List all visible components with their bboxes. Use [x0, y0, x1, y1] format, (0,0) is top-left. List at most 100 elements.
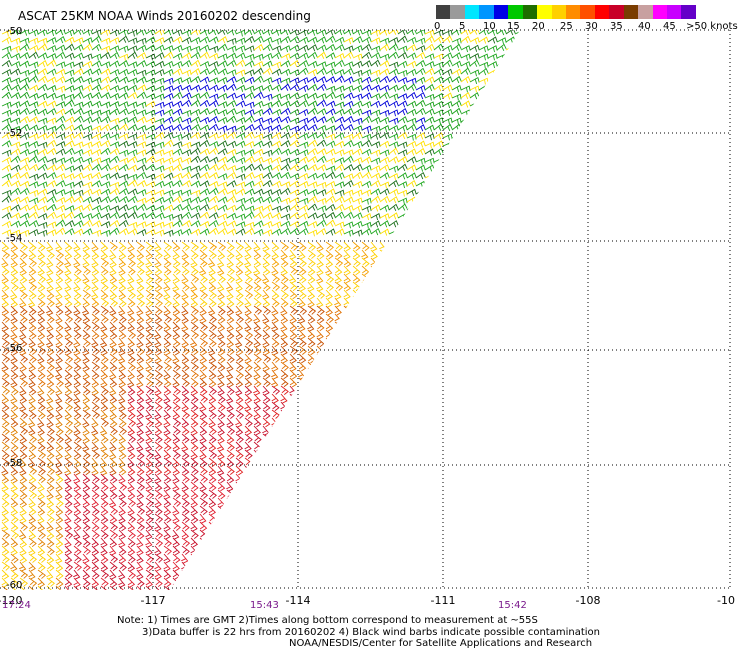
wind-barb	[145, 553, 155, 563]
wind-barb	[505, 76, 516, 84]
wind-barb	[316, 219, 327, 227]
wind-barb	[172, 156, 183, 165]
wind-barb	[370, 409, 379, 420]
wind-barb	[172, 345, 181, 356]
wind-barb	[379, 100, 390, 108]
wind-barb	[199, 425, 208, 436]
wind-barb	[271, 481, 280, 492]
wind-barb	[298, 361, 307, 372]
wind-barb	[442, 117, 453, 125]
wind-barb	[505, 321, 514, 332]
wind-barb	[145, 85, 156, 93]
wind-barb	[82, 77, 93, 85]
wind-barb	[163, 337, 172, 348]
wind-barb	[298, 305, 308, 315]
wind-barb	[451, 401, 460, 411]
wind-barb	[424, 53, 435, 61]
wind-barb	[379, 281, 387, 292]
wind-barb	[442, 489, 451, 500]
wind-barb	[352, 125, 363, 133]
wind-barb	[199, 163, 210, 172]
wind-barb	[424, 148, 435, 156]
wind-barb	[199, 481, 207, 492]
wind-barb	[235, 265, 244, 276]
wind-barb	[217, 441, 225, 452]
wind-barb	[181, 109, 192, 117]
wind-barb	[91, 417, 99, 428]
wind-barb	[307, 116, 318, 124]
wind-barb	[217, 425, 225, 436]
wind-barb	[298, 321, 306, 332]
wind-barb	[280, 505, 289, 516]
wind-barb	[100, 115, 111, 124]
wind-barb	[253, 60, 264, 69]
wind-barb	[334, 337, 343, 348]
footnote-line: 3)Data buffer is 22 hrs from 20160202 4)…	[142, 626, 600, 638]
wind-barb	[388, 141, 399, 149]
wind-barb	[397, 273, 407, 283]
wind-barb	[514, 585, 520, 590]
wind-barb	[145, 369, 155, 379]
wind-barb	[190, 321, 199, 332]
wind-barb	[496, 385, 505, 396]
wind-barb	[370, 265, 378, 276]
wind-barb	[127, 101, 138, 109]
wind-barb	[505, 457, 514, 468]
wind-barb	[145, 133, 156, 141]
wind-barb	[109, 133, 120, 141]
wind-barb	[91, 313, 100, 324]
wind-barb	[262, 345, 271, 356]
wind-barb	[379, 91, 390, 99]
wind-barb	[289, 561, 298, 571]
wind-barb	[316, 585, 324, 590]
wind-barb	[109, 187, 120, 196]
wind-barb	[19, 585, 28, 590]
wind-barb	[253, 385, 261, 396]
wind-barb	[334, 513, 343, 524]
wind-barb	[271, 513, 280, 524]
wind-barb	[469, 148, 480, 156]
wind-barb	[433, 529, 443, 539]
wind-barb	[28, 481, 37, 492]
wind-barb	[145, 257, 153, 268]
legend-tick: 15	[507, 21, 520, 32]
wind-barb	[37, 313, 46, 324]
wind-barb	[253, 133, 264, 141]
wind-barb	[217, 585, 225, 590]
wind-barb	[397, 393, 406, 403]
wind-barb	[127, 441, 135, 452]
wind-barb	[244, 221, 255, 229]
wind-barb	[55, 75, 66, 84]
wind-barb	[19, 417, 28, 428]
wind-barb	[289, 180, 300, 188]
wind-barb	[172, 313, 181, 324]
wind-barb	[262, 281, 271, 292]
wind-barb	[298, 156, 309, 164]
wind-barb	[82, 393, 91, 404]
wind-barb	[289, 473, 297, 484]
wind-barb	[172, 393, 181, 404]
wind-barb	[55, 249, 65, 259]
wind-barb	[118, 60, 129, 68]
wind-barb	[478, 241, 487, 251]
wind-barb	[154, 481, 163, 492]
wind-barb	[433, 353, 442, 364]
wind-barb	[136, 425, 144, 436]
wind-barb	[316, 385, 325, 396]
wind-barb	[433, 361, 442, 372]
wind-barb	[91, 393, 101, 403]
wind-barb	[244, 188, 255, 196]
wind-barb	[127, 321, 135, 332]
wind-barb	[217, 313, 226, 324]
wind-barb	[460, 181, 471, 189]
wind-barb	[208, 195, 219, 203]
wind-barb	[424, 505, 432, 516]
wind-barb	[190, 220, 201, 228]
wind-barb	[451, 457, 459, 468]
wind-barb	[10, 204, 21, 212]
wind-barb	[163, 561, 171, 572]
wind-barb	[496, 241, 506, 251]
wind-barb	[397, 377, 406, 388]
wind-barb	[262, 305, 272, 315]
wind-barb	[1, 109, 12, 117]
